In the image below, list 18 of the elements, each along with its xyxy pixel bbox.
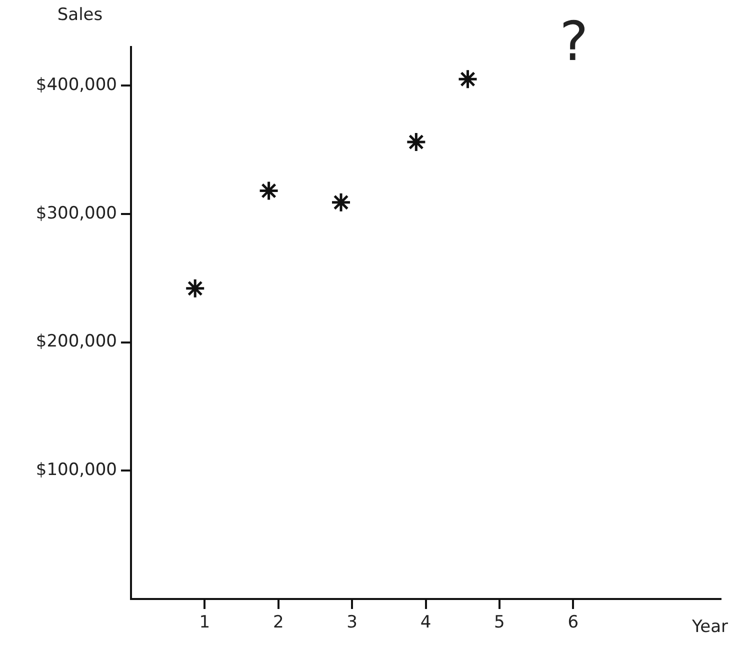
x-tick-label: 6 [568, 612, 579, 633]
point [458, 68, 478, 90]
point [330, 192, 352, 213]
y-axis-title: Sales [57, 4, 103, 25]
y-tick-label: $400,000 [36, 74, 117, 95]
x-tick-label: 2 [272, 612, 284, 633]
point [258, 180, 280, 202]
y-tick-label: $100,000 [36, 460, 117, 480]
x-tick-label: 1 [199, 612, 210, 633]
y-tick-label: $300,000 [36, 203, 117, 224]
x-tick-label: 5 [494, 612, 505, 633]
x-tick-label: 4 [420, 612, 432, 633]
annotation: ? [560, 10, 588, 74]
y-tick-label: $200,000 [36, 332, 117, 352]
x-axis-title: Year [691, 616, 728, 637]
point [184, 278, 206, 299]
x-tick-label: 3 [346, 612, 358, 633]
point [406, 132, 426, 152]
